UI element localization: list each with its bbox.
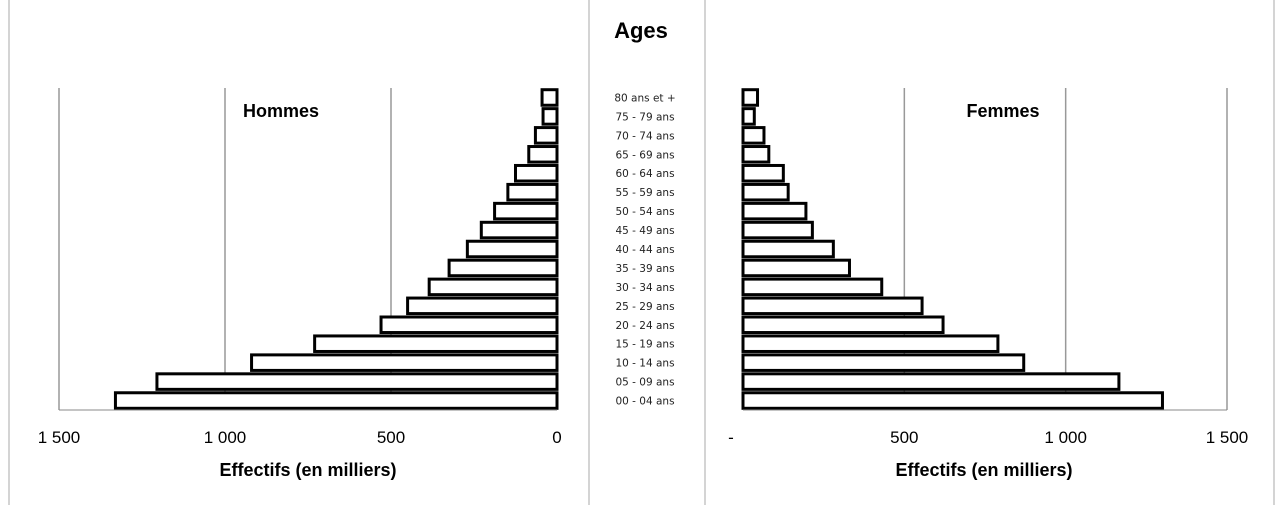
femmes-bar xyxy=(741,296,924,316)
hommes-bar xyxy=(465,239,559,259)
femmes-bar xyxy=(741,182,790,202)
hommes-bar xyxy=(533,126,559,145)
age-label: 30 - 34 ans xyxy=(615,282,674,294)
age-label: 40 - 44 ans xyxy=(615,244,674,256)
hommes-label: Hommes xyxy=(243,101,319,121)
age-label: 60 - 64 ans xyxy=(615,168,674,180)
left-x-axis-title: Effectifs (en milliers) xyxy=(219,460,396,480)
age-label: 00 - 04 ans xyxy=(615,396,674,408)
femmes-bar xyxy=(741,372,1121,391)
femmes-bar xyxy=(741,334,1000,353)
age-label: 55 - 59 ans xyxy=(615,187,674,199)
age-label: 10 - 14 ans xyxy=(615,358,674,370)
age-label: 15 - 19 ans xyxy=(615,339,674,351)
hommes-bar xyxy=(541,107,559,126)
hommes-bar xyxy=(155,372,559,391)
age-group-labels: 00 - 04 ans 05 - 09 ans 10 - 14 ans 15 - 19… xyxy=(614,92,675,407)
femmes-bar xyxy=(741,163,785,183)
hommes-bar xyxy=(250,353,559,372)
left-tick-label: 500 xyxy=(377,428,405,447)
hommes-bar xyxy=(540,88,559,107)
femmes-bar xyxy=(741,126,766,145)
age-label: 65 - 69 ans xyxy=(615,149,674,161)
age-label: 20 - 24 ans xyxy=(615,320,674,332)
age-label: 45 - 49 ans xyxy=(615,225,674,237)
hommes-bar xyxy=(427,277,559,297)
femmes-bar xyxy=(741,315,945,335)
right-tick-label: 1 500 xyxy=(1206,428,1249,447)
left-tick-label: 1 000 xyxy=(204,428,247,447)
left-tick-label: 1 500 xyxy=(38,428,81,447)
right-tick-label: - xyxy=(728,428,734,447)
hommes-bar xyxy=(506,182,559,202)
femmes-label: Femmes xyxy=(966,101,1039,121)
hommes-bar xyxy=(379,315,559,335)
femmes-bar xyxy=(741,201,808,221)
age-label: 80 ans et + xyxy=(614,92,675,104)
femmes-bar xyxy=(741,391,1164,410)
hommes-bar xyxy=(493,201,559,221)
age-label: 25 - 29 ans xyxy=(615,301,674,313)
age-label: 05 - 09 ans xyxy=(615,377,674,389)
femmes-bar xyxy=(741,353,1026,372)
left-tick-label: 0 xyxy=(552,428,561,447)
right-tick-labels: - 500 1 000 1 500 xyxy=(728,428,1248,447)
age-label: 35 - 39 ans xyxy=(615,263,674,275)
femmes-bar xyxy=(741,145,771,164)
femmes-bar xyxy=(741,277,884,297)
right-tick-label: 1 000 xyxy=(1044,428,1087,447)
hommes-bar xyxy=(527,145,559,164)
femmes-bar xyxy=(741,88,760,107)
left-tick-labels: 1 500 1 000 500 0 xyxy=(38,428,562,447)
right-x-axis-title: Effectifs (en milliers) xyxy=(895,460,1072,480)
femmes-bar xyxy=(741,107,756,126)
age-label: 75 - 79 ans xyxy=(615,111,674,123)
age-label: 50 - 54 ans xyxy=(615,206,674,218)
hommes-bar xyxy=(113,391,559,410)
femmes-bar xyxy=(741,220,814,240)
femmes-bars xyxy=(741,88,1164,410)
hommes-bar xyxy=(514,163,559,183)
hommes-bar xyxy=(447,258,559,278)
age-label: 70 - 74 ans xyxy=(615,130,674,142)
hommes-bar xyxy=(313,334,559,353)
hommes-bars xyxy=(113,88,559,410)
femmes-bar xyxy=(741,239,835,259)
hommes-bar xyxy=(406,296,559,316)
chart-title: Ages xyxy=(614,18,668,43)
right-tick-label: 500 xyxy=(890,428,918,447)
femmes-bar xyxy=(741,258,851,278)
hommes-bar xyxy=(479,220,559,240)
